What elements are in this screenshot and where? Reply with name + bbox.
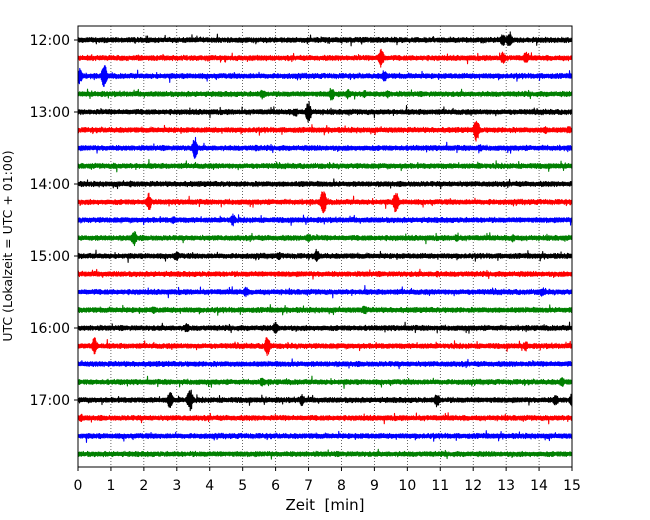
- y-tick-label: 14:00: [30, 177, 70, 193]
- y-tick-label: 15:00: [30, 249, 70, 265]
- x-tick-label: 3: [172, 478, 181, 494]
- trace-row-1330: [77, 136, 573, 159]
- y-tick-label: 12:00: [30, 33, 70, 49]
- x-tick-label: 6: [271, 478, 280, 494]
- x-axis-title: Zeit [min]: [285, 496, 364, 514]
- trace-row-1500: [77, 248, 573, 263]
- seismic-traces: [77, 31, 573, 460]
- x-tick-label: 5: [238, 478, 247, 494]
- x-tick-label: 14: [530, 478, 548, 494]
- x-tick-label: 10: [398, 478, 416, 494]
- y-tick-label: 16:00: [30, 321, 70, 337]
- trace-row-1715: [77, 412, 573, 425]
- trace-row-1300: [77, 101, 573, 123]
- trace-row-1315: [77, 120, 573, 142]
- x-tick-label: 8: [337, 478, 346, 494]
- trace-row-1530: [77, 285, 573, 299]
- trace-row-1700: [77, 389, 573, 412]
- trace-row-1245: [77, 87, 573, 101]
- trace-row-1515: [77, 268, 573, 280]
- y-tick-label: 13:00: [30, 105, 70, 121]
- trace-row-1630: [77, 358, 573, 370]
- x-tick-label: 11: [431, 478, 449, 494]
- trace-row-1400: [77, 178, 573, 190]
- y-tick-label: 17:00: [30, 393, 70, 409]
- y-axis-ticks: 12:00 13:00 14:00 15:00 16:00 17:00: [30, 33, 78, 409]
- trace-row-1545: [77, 304, 573, 316]
- x-tick-label: 7: [304, 478, 313, 494]
- x-tick-label: 0: [74, 478, 83, 494]
- trace-row-1230: [77, 65, 573, 87]
- trace-row-1430: [77, 213, 573, 227]
- x-tick-label: 9: [370, 478, 379, 494]
- trace-row-1415: [77, 191, 573, 214]
- x-tick-label: 15: [563, 478, 581, 494]
- trace-row-1445: [77, 231, 573, 247]
- trace-row-1730: [77, 430, 573, 443]
- x-tick-label: 4: [205, 478, 214, 494]
- trace-row-1745: [77, 448, 573, 460]
- trace-row-1600: [77, 321, 573, 334]
- x-tick-label: 12: [464, 478, 482, 494]
- trace-row-1345: [77, 159, 573, 173]
- y-axis-title: UTC (Lokalzeit = UTC + 01:00): [0, 150, 15, 341]
- trace-row-1200: [77, 31, 573, 47]
- x-tick-label: 13: [497, 478, 515, 494]
- plot-frame: [77, 25, 573, 468]
- x-tick-label: 2: [139, 478, 148, 494]
- x-axis-ticks: 0 1 2 3 4 5 6 7 8 9 10 11 12 13 14 15: [74, 467, 581, 494]
- trace-row-1615: [77, 337, 573, 357]
- trace-row-1215: [77, 48, 573, 68]
- x-tick-label: 1: [106, 478, 115, 494]
- trace-row-1645: [77, 375, 573, 389]
